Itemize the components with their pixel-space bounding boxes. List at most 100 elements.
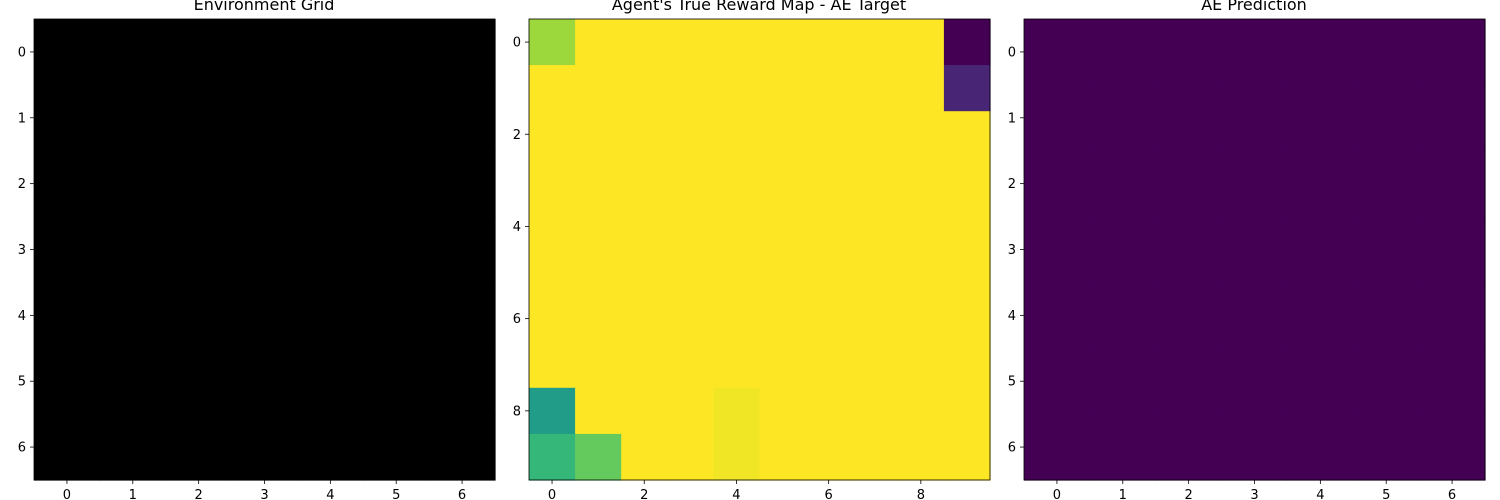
heatmap-cell xyxy=(297,348,364,415)
heatmap-cell xyxy=(713,157,761,204)
heatmap-cell xyxy=(943,433,991,481)
heatmap-cell xyxy=(713,295,761,343)
x-tick-label: 4 xyxy=(732,488,740,500)
heatmap-cell xyxy=(1221,84,1289,152)
heatmap-cell xyxy=(99,150,167,218)
heatmap-cell xyxy=(805,111,853,158)
heatmap-cell xyxy=(667,203,714,251)
heatmap-cell xyxy=(429,19,496,86)
x-tick-label: 2 xyxy=(1185,488,1193,500)
heatmap-cell xyxy=(759,65,807,112)
heatmap-cell xyxy=(575,157,622,204)
heatmap-cell xyxy=(851,341,899,389)
heatmap-cell xyxy=(99,216,167,284)
y-axis: 0 1 2 3 4 5 6 xyxy=(1008,45,1024,456)
heatmap-cell xyxy=(713,65,761,112)
heatmap-cell xyxy=(34,19,101,86)
y-tick-label: 2 xyxy=(1008,177,1016,192)
heatmap-cell xyxy=(1089,414,1157,481)
panel-title: Environment Grid xyxy=(194,0,335,14)
heatmap-cell xyxy=(99,348,167,415)
heatmap-cell xyxy=(1155,348,1223,415)
x-tick-label: 2 xyxy=(640,488,648,500)
heatmap-cell xyxy=(759,203,807,251)
x-axis: 0 1 2 3 4 5 6 xyxy=(1053,480,1456,500)
heatmap-cell xyxy=(429,216,496,284)
heatmap-cell xyxy=(1089,150,1157,218)
heatmap-cell xyxy=(713,203,761,251)
heatmap-cell xyxy=(667,295,714,343)
heatmap-cell xyxy=(363,150,430,218)
heatmap-cell xyxy=(1353,84,1420,152)
heatmap-cell xyxy=(805,19,853,66)
panel-title: Agent's True Reward Map - AE Target xyxy=(612,0,906,14)
heatmap-cell xyxy=(897,203,945,251)
heatmap-cell xyxy=(363,282,430,349)
heatmap-cell xyxy=(529,203,576,251)
heatmap-cell xyxy=(851,111,899,158)
heatmap-cell xyxy=(667,249,714,297)
heatmap-cell xyxy=(851,203,899,251)
y-tick-label: 1 xyxy=(1008,111,1016,126)
heatmap-cell xyxy=(297,150,364,218)
heatmap-cell xyxy=(429,414,496,481)
x-tick-label: 6 xyxy=(825,488,833,500)
heatmap-cell xyxy=(1221,348,1289,415)
heatmap-cell xyxy=(1089,19,1157,86)
heatmap-cell xyxy=(897,157,945,204)
heatmap-cell xyxy=(805,433,853,481)
y-tick-label: 4 xyxy=(18,309,26,324)
heatmap-cell xyxy=(1089,348,1157,415)
heatmap-cell xyxy=(1024,19,1091,86)
heatmap-cell xyxy=(667,19,714,66)
heatmap-cell xyxy=(34,84,101,152)
y-axis: 0 2 4 6 8 xyxy=(513,36,529,419)
heatmap-cell xyxy=(897,65,945,112)
heatmap-cell xyxy=(1287,84,1354,152)
heatmap-cell xyxy=(529,19,576,66)
heatmap-cell xyxy=(943,295,991,343)
heatmap-cell xyxy=(363,414,430,481)
heatmap-cell xyxy=(165,19,233,86)
heatmap-cell xyxy=(1287,282,1354,349)
heatmap-cell xyxy=(1221,414,1289,481)
y-tick-label: 1 xyxy=(18,111,26,126)
y-tick-label: 4 xyxy=(1008,309,1016,324)
y-tick-label: 5 xyxy=(1008,375,1016,390)
heatmap-cell xyxy=(1024,414,1091,481)
panel-environment-grid: Environment Grid 0 1 2 3 4 5 6 0 1 2 3 4 5 6 xyxy=(18,0,496,500)
heatmap-cell xyxy=(99,84,167,152)
heatmap-cell xyxy=(621,387,668,435)
heatmap-cell xyxy=(231,282,299,349)
heatmap-cell xyxy=(851,157,899,204)
heatmap-cell xyxy=(363,348,430,415)
heatmap-cell xyxy=(667,111,714,158)
heatmap-cell xyxy=(943,387,991,435)
heatmap-cell xyxy=(1155,282,1223,349)
heatmap-cell xyxy=(851,433,899,481)
heatmap-cell xyxy=(165,150,233,218)
heatmap-cell xyxy=(34,348,101,415)
x-tick-label: 1 xyxy=(1119,488,1127,500)
heatmap-cell xyxy=(529,341,576,389)
x-tick-label: 4 xyxy=(1316,488,1324,500)
y-tick-label: 0 xyxy=(513,36,521,51)
panel-reward-map: Agent's True Reward Map - AE Target 0 2 4 6… xyxy=(513,0,991,500)
heatmap-cell xyxy=(429,282,496,349)
heatmap-cell xyxy=(1024,150,1091,218)
heatmap-cell xyxy=(1419,150,1486,218)
heatmap-cell xyxy=(897,111,945,158)
y-tick-label: 8 xyxy=(513,404,521,419)
heatmap-cell xyxy=(575,111,622,158)
heatmap-cell xyxy=(943,65,991,112)
heatmap-cell xyxy=(805,65,853,112)
heatmap-cell xyxy=(759,157,807,204)
heatmap-cell xyxy=(713,111,761,158)
heatmap-cell xyxy=(713,19,761,66)
heatmap-cell xyxy=(1024,348,1091,415)
heatmap-cell xyxy=(165,84,233,152)
heatmap-cell xyxy=(667,157,714,204)
heatmap-cell xyxy=(529,387,576,435)
heatmap-cell xyxy=(1155,216,1223,284)
